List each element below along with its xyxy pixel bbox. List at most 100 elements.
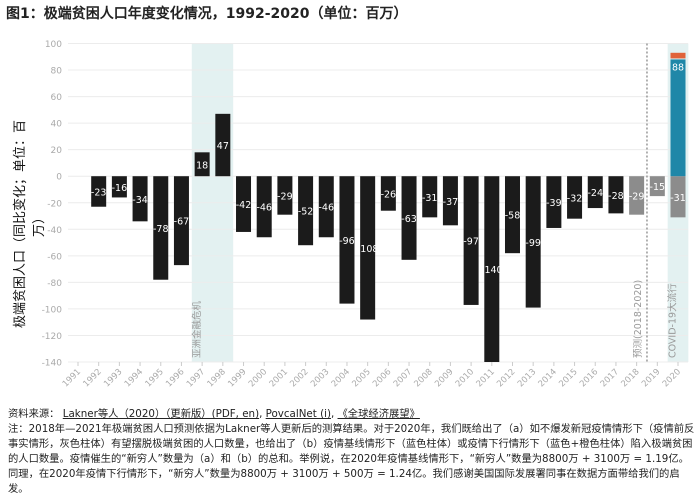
data-label: 88	[672, 62, 684, 73]
data-label: -23	[91, 187, 107, 198]
y-tick-label: -60	[47, 252, 62, 262]
data-label: -63	[401, 214, 417, 225]
data-label: -46	[256, 203, 272, 214]
data-label: -67	[174, 217, 190, 228]
x-tick-label: 2016	[578, 367, 600, 389]
annotation-label: COVID-19大流行	[667, 283, 679, 358]
y-tick-label: -120	[42, 332, 63, 342]
bar-2015	[567, 176, 583, 219]
bar-2006	[380, 176, 396, 211]
x-tick-label: 1991	[61, 367, 83, 389]
y-tick-label: -100	[42, 305, 63, 315]
notes: 资料来源： Lakner等人（2020）（更新版）(PDF, en), Povc…	[8, 407, 698, 497]
data-label: -140	[481, 265, 503, 276]
data-label: -31	[422, 193, 438, 204]
data-label: -28	[608, 191, 624, 202]
data-label: -37	[443, 197, 459, 208]
x-tick-label: 1999	[226, 367, 248, 389]
bar-1999	[236, 176, 252, 232]
x-tick-label: 2005	[350, 367, 372, 389]
bar-2003	[318, 176, 334, 238]
bar-2019	[649, 176, 665, 197]
x-tick-label: 2010	[454, 367, 476, 389]
annotation-label: 预测(2018-2020)	[633, 280, 644, 358]
x-tick-label: 2006	[371, 367, 393, 389]
y-tick-label: -140	[42, 359, 63, 369]
data-label: -42	[236, 200, 252, 211]
bar-chart: 100806040200-20-40-60-80-100-120-1401991…	[42, 40, 689, 389]
x-tick-label: 2014	[537, 367, 559, 389]
data-label: -46	[319, 203, 335, 214]
x-tick-label: 1998	[206, 367, 228, 389]
x-tick-label: 2015	[557, 367, 579, 389]
data-label: -34	[132, 195, 148, 206]
bar-1995	[153, 176, 169, 280]
x-tick-label: 2000	[247, 367, 269, 389]
x-tick-label: 2020	[661, 367, 683, 389]
data-label: -108	[357, 244, 379, 255]
x-tick-label: 2009	[433, 367, 455, 389]
y-tick-label: 0	[56, 173, 62, 183]
bar-2001	[277, 176, 293, 215]
y-tick-label: 60	[51, 93, 63, 103]
x-tick-label: 2002	[288, 367, 310, 389]
bar-1993	[111, 176, 127, 198]
x-tick-label: 1996	[164, 367, 186, 389]
data-label: -29	[629, 191, 645, 202]
x-tick-label: 2007	[392, 367, 414, 389]
data-label: -52	[298, 207, 314, 218]
bar-2017	[608, 176, 624, 214]
data-label: -99	[525, 238, 541, 249]
x-tick-label: 2017	[599, 367, 621, 389]
y-tick-label: 40	[51, 120, 63, 130]
x-tick-label: 2013	[516, 367, 538, 389]
x-tick-label: 1994	[123, 367, 145, 389]
bar-2009	[442, 176, 458, 226]
bar-2020	[670, 176, 686, 218]
data-label: -24	[587, 188, 603, 199]
source-label: 资料来源：	[8, 408, 60, 420]
bar-2005	[360, 176, 376, 320]
stacked-bar-2020-1	[670, 52, 686, 59]
annotation-label: 亚洲金融危机	[191, 300, 203, 358]
source-link-lakner[interactable]: Lakner等人（2020）（更新版）(PDF, en)	[62, 408, 260, 420]
bar-2007	[401, 176, 417, 260]
y-axis-label: 极端贫困人口（同比变化；单位：百万）	[13, 120, 47, 329]
data-label: -97	[463, 237, 479, 248]
stacked-bar-2020-0	[670, 59, 686, 177]
bar-2000	[256, 176, 272, 238]
bar-1997	[194, 152, 210, 177]
data-label: -26	[381, 189, 397, 200]
data-label: 18	[196, 160, 208, 171]
source-line: 资料来源： Lakner等人（2020）（更新版）(PDF, en), Povc…	[8, 408, 420, 420]
bar-2016	[587, 176, 603, 209]
data-label: -16	[112, 183, 128, 194]
y-tick-label: -80	[47, 279, 62, 289]
source-link-gep[interactable]: 《全球经济展望》	[337, 408, 420, 420]
x-tick-label: 2001	[268, 367, 290, 389]
data-label: -39	[546, 198, 562, 209]
x-tick-label: 2012	[495, 367, 517, 389]
x-tick-label: 1995	[144, 367, 166, 389]
y-tick-label: 20	[51, 146, 63, 156]
source-link-povcalnet[interactable]: PovcalNet (i)	[265, 408, 331, 420]
data-label: -32	[567, 193, 583, 204]
bar-1994	[132, 176, 148, 222]
x-tick-label: 1993	[102, 367, 124, 389]
x-tick-label: 2018	[619, 367, 641, 389]
bar-2002	[298, 176, 314, 246]
y-tick-label: -40	[47, 226, 62, 236]
data-label: -29	[277, 191, 293, 202]
x-tick-label: 2004	[330, 367, 352, 389]
bar-1996	[173, 176, 189, 266]
bar-2010	[463, 176, 479, 305]
figure-title: 图1：极端贫困人口年度变化情况，1992-2020（单位：百万）	[6, 6, 408, 22]
bar-2004	[339, 176, 355, 304]
x-tick-label: 2019	[640, 367, 662, 389]
data-label: -96	[339, 236, 355, 247]
y-tick-label: 100	[45, 40, 62, 50]
bar-2013	[525, 176, 541, 308]
bar-2014	[546, 176, 562, 228]
bar-2011	[484, 176, 500, 362]
